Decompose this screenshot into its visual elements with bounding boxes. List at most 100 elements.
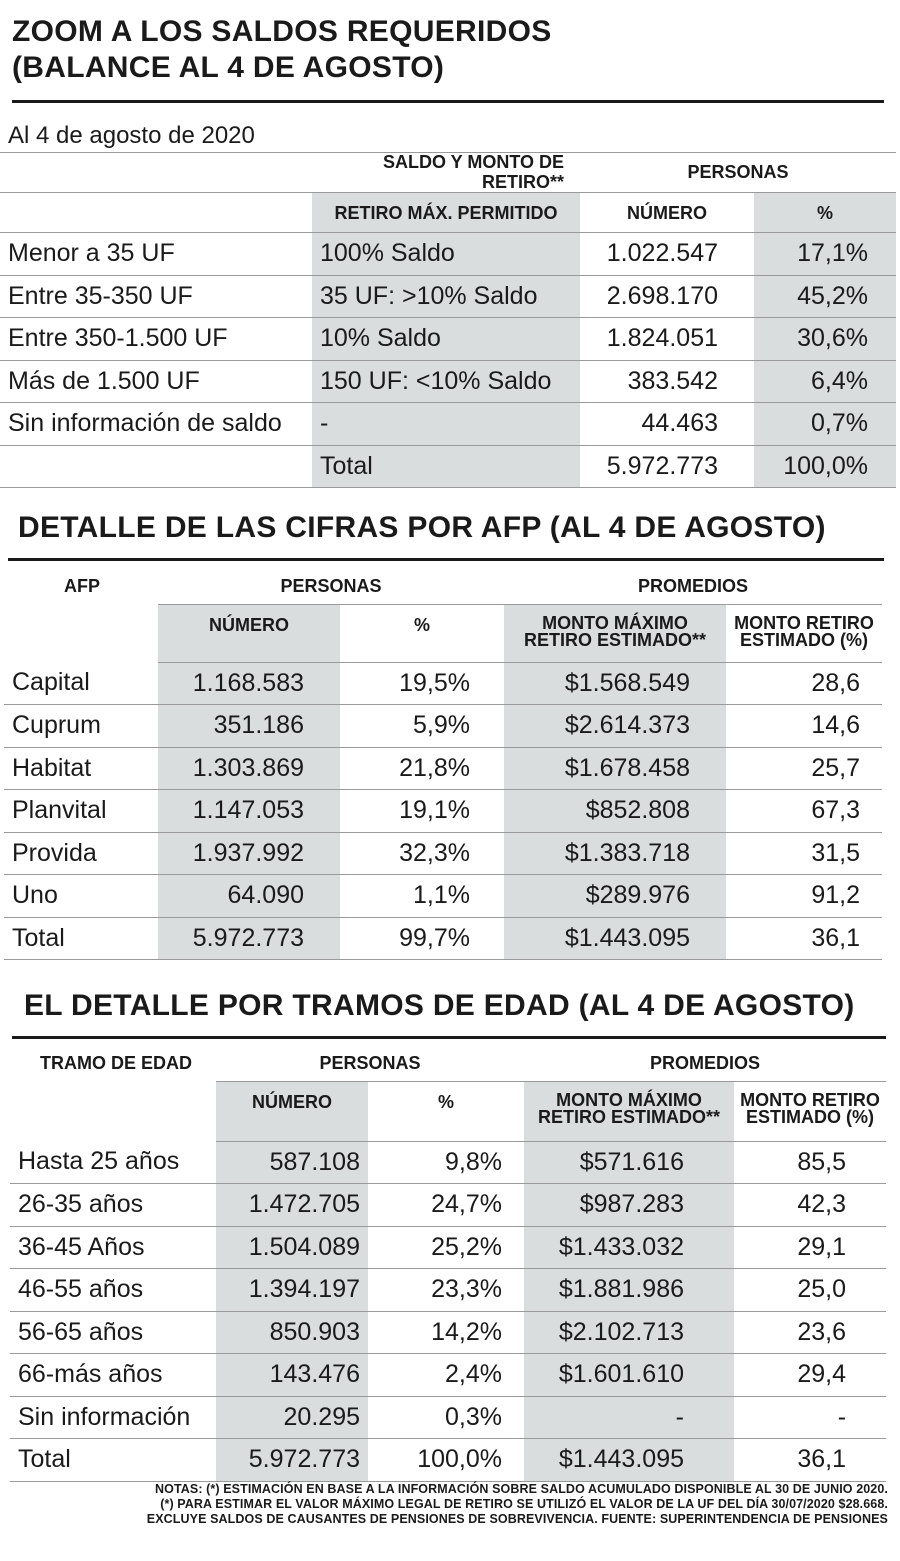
- cell-tramo: 36-45 Años: [10, 1226, 216, 1269]
- table3-col-header: NÚMERO % MONTO MÁXIMO RETIRO ESTIMADO** …: [10, 1080, 887, 1142]
- cell-monto-retiro: 23,6: [734, 1311, 887, 1354]
- cell-numero: 1.472.705: [216, 1183, 368, 1227]
- col-header-monto-maximo-line2: RETIRO ESTIMADO**: [537, 1106, 720, 1127]
- cell-monto-retiro: 25,7: [726, 747, 883, 790]
- cell-pct: 100,0%: [368, 1438, 524, 1482]
- cell-monto-retiro: 36,1: [734, 1438, 887, 1482]
- col-header-monto-retiro-line1: MONTO RETIRO: [740, 1089, 880, 1110]
- col-header-monto-maximo-line2: RETIRO ESTIMADO**: [523, 629, 706, 650]
- table-row: Menor a 35 UF 100% Saldo 1.022.547 17,1%: [0, 232, 896, 276]
- group-header-afp: AFP: [64, 576, 100, 596]
- table-row: 26-35 años 1.472.705 24,7% $987.283 42,3: [10, 1183, 887, 1227]
- cell-numero: 1.168.583: [158, 662, 340, 705]
- cell-tramo: Sin información: [10, 1396, 216, 1439]
- group-header-promedios: PROMEDIOS: [650, 1052, 761, 1073]
- table-row: Hasta 25 años 587.108 9,8% $571.616 85,5: [10, 1141, 887, 1184]
- cell-numero: 64.090: [158, 874, 340, 918]
- col-header-monto-retiro-line2: ESTIMADO (%): [740, 629, 868, 650]
- col-header-pct: %: [368, 1080, 524, 1142]
- cell-numero: 1.824.051: [580, 317, 754, 361]
- age-table: TRAMO DE EDAD PERSONAS PROMEDIOS NÚMERO …: [10, 1045, 887, 1482]
- cell-numero: 5.972.773: [216, 1438, 368, 1482]
- cell-monto-retiro: 85,5: [734, 1141, 887, 1184]
- col-header-monto-maximo-line1: MONTO MÁXIMO: [542, 612, 688, 633]
- cell-monto-maximo: $1.601.610: [524, 1353, 734, 1397]
- cell-retiro: 150 UF: <10% Saldo: [312, 360, 580, 403]
- cell-numero: 587.108: [216, 1141, 368, 1184]
- title-line-1: ZOOM A LOS SALDOS REQUERIDOS: [12, 15, 552, 48]
- cell-afp: Total: [4, 917, 158, 960]
- table-row: Entre 35-350 UF 35 UF: >10% Saldo 2.698.17…: [0, 275, 896, 318]
- cell-monto-retiro: 67,3: [726, 789, 883, 833]
- group-header-personas: PERSONAS: [280, 575, 382, 596]
- table-row: 46-55 años 1.394.197 23,3% $1.881.986 25,0: [10, 1268, 887, 1312]
- cell-pct: 24,7%: [368, 1183, 524, 1227]
- cell-numero: 5.972.773: [580, 445, 754, 488]
- cell-tramo: Total: [10, 1438, 216, 1482]
- cell-range: Entre 35-350 UF: [0, 275, 312, 318]
- col-header-monto-retiro-line2: ESTIMADO (%): [746, 1106, 874, 1127]
- cell-numero: 351.186: [158, 704, 340, 748]
- cell-monto-retiro: 91,2: [726, 874, 883, 918]
- col-header-numero: NÚMERO: [216, 1080, 368, 1142]
- cell-numero: 44.463: [580, 402, 754, 446]
- cell-pct: 30,6%: [754, 317, 896, 361]
- cell-retiro: Total: [312, 445, 580, 488]
- col-header-monto-retiro: MONTO RETIRO ESTIMADO (%): [726, 603, 883, 663]
- cell-pct: 9,8%: [368, 1141, 524, 1184]
- cell-pct: 19,5%: [340, 662, 504, 705]
- cell-retiro: 10% Saldo: [312, 317, 580, 361]
- cell-pct: 0,7%: [754, 402, 896, 446]
- section-afp-rule: [8, 558, 884, 561]
- col-header-monto-maximo: MONTO MÁXIMO RETIRO ESTIMADO**: [504, 603, 726, 663]
- group-header-personas: PERSONAS: [687, 162, 789, 182]
- table-row: Entre 350-1.500 UF 10% Saldo 1.824.051 30,6…: [0, 317, 896, 361]
- cell-range: Más de 1.500 UF: [0, 360, 312, 403]
- col-header-monto-maximo: MONTO MÁXIMO RETIRO ESTIMADO**: [524, 1080, 734, 1142]
- title-rule: [12, 100, 884, 103]
- cell-numero: 2.698.170: [580, 275, 754, 318]
- cell-numero: 1.147.053: [158, 789, 340, 833]
- group-header-tramo: TRAMO DE EDAD: [40, 1053, 192, 1073]
- cell-pct: 1,1%: [340, 874, 504, 918]
- cell-monto-maximo: $1.881.986: [524, 1268, 734, 1312]
- table-row: Sin información de saldo -44.463 0,7%: [0, 402, 896, 446]
- cell-numero: 1.394.197: [216, 1268, 368, 1312]
- table-row: Cuprum 351.186 5,9% $2.614.373 14,6: [4, 704, 883, 748]
- cell-numero: 1.504.089: [216, 1226, 368, 1269]
- cell-numero: 20.295: [216, 1396, 368, 1439]
- cell-retiro: -: [312, 402, 580, 446]
- col-header-numero: NÚMERO: [158, 603, 340, 663]
- cell-tramo: 46-55 años: [10, 1268, 216, 1312]
- cell-pct: 14,2%: [368, 1311, 524, 1354]
- table-row: Capital 1.168.583 19,5% $1.568.549 28,6: [4, 662, 883, 705]
- cell-monto-retiro: 31,5: [726, 832, 883, 875]
- cell-monto-maximo: -: [524, 1396, 734, 1439]
- cell-monto-retiro: 36,1: [726, 917, 883, 960]
- cell-monto-maximo: $289.976: [504, 874, 726, 918]
- cell-pct: 25,2%: [368, 1226, 524, 1269]
- col-header-retiro: RETIRO MÁX. PERMITIDO: [312, 192, 580, 233]
- cell-retiro: 100% Saldo: [312, 232, 580, 276]
- cell-pct: 99,7%: [340, 917, 504, 960]
- group-header-promedios: PROMEDIOS: [638, 575, 749, 596]
- table1-group-header: SALDO Y MONTO DE RETIRO** PERSONAS: [0, 152, 896, 193]
- cell-range: Entre 350-1.500 UF: [0, 317, 312, 361]
- cell-numero: 383.542: [580, 360, 754, 403]
- col-header-monto-maximo-line1: MONTO MÁXIMO: [556, 1089, 702, 1110]
- cell-pct: 0,3%: [368, 1396, 524, 1439]
- cell-tramo: 26-35 años: [10, 1183, 216, 1227]
- footnote-line: (*) PARA ESTIMAR EL VALOR MÁXIMO LEGAL D…: [160, 1497, 888, 1511]
- cell-monto-maximo: $1.383.718: [504, 832, 726, 875]
- col-header-numero: NÚMERO: [580, 192, 754, 233]
- table-row: Total 5.972.773 100,0% $1.443.095 36,1: [10, 1438, 887, 1482]
- section-age-title: EL DETALLE POR TRAMOS DE EDAD (AL 4 DE A…: [24, 989, 855, 1022]
- table-row: Uno 64.090 1,1% $289.976 91,2: [4, 874, 883, 918]
- cell-monto-retiro: 42,3: [734, 1183, 887, 1227]
- table2-group-header: AFP PERSONAS PROMEDIOS: [4, 568, 882, 604]
- group-header-saldo: SALDO Y MONTO DE RETIRO**: [382, 152, 564, 192]
- cell-tramo: 66-más años: [10, 1353, 216, 1397]
- table-row: Total 5.972.773 99,7% $1.443.095 36,1: [4, 917, 883, 960]
- table1-top-rule: [0, 152, 896, 153]
- section-age-rule: [12, 1036, 886, 1039]
